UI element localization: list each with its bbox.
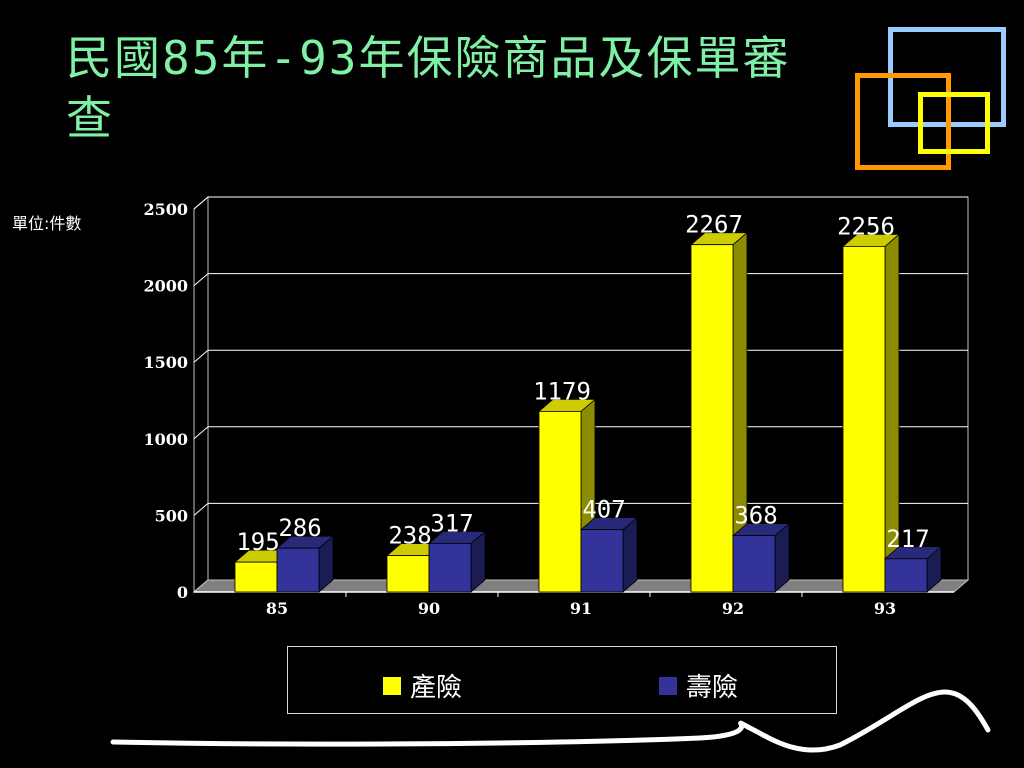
chart-side-wall	[193, 195, 209, 594]
slide-title: 民國85年-93年保險商品及保單審查	[66, 31, 791, 145]
gridline-depth	[193, 426, 209, 440]
x-tick-label: 93	[874, 599, 896, 618]
bar	[690, 244, 734, 593]
data-label: 195	[236, 528, 279, 556]
unit-label: 單位:件數	[12, 214, 82, 233]
bar	[386, 555, 430, 593]
legend-swatch-property	[382, 675, 402, 696]
y-tick-label: 1000	[143, 430, 188, 449]
data-label: 1179	[533, 377, 591, 405]
bar	[580, 529, 624, 593]
bar	[884, 558, 928, 593]
gridline-depth	[193, 273, 209, 286]
gridline-depth	[193, 349, 209, 363]
bar	[276, 547, 320, 593]
legend-label-property: 產險	[410, 673, 463, 703]
bar	[732, 535, 776, 593]
bar	[234, 561, 278, 593]
legend-label-life: 壽險	[686, 673, 739, 703]
y-tick-label: 2500	[143, 200, 188, 219]
gridline-depth	[193, 503, 209, 516]
legend-swatch-life	[658, 675, 678, 696]
chart-bars	[233, 231, 943, 593]
decorative-orange-square	[855, 73, 951, 170]
x-tick-label: 92	[722, 599, 744, 618]
y-tick-label: 1500	[143, 353, 188, 372]
x-tick-label: 85	[266, 599, 288, 618]
data-label: 238	[388, 522, 431, 550]
chart-legend: 產險 壽險	[287, 646, 837, 714]
y-tick-label: 500	[155, 506, 188, 525]
data-label: 407	[582, 496, 625, 524]
legend-item-life: 壽險	[658, 667, 738, 704]
data-label: 2256	[837, 212, 895, 240]
data-label: 2267	[685, 211, 743, 239]
x-tick-label: 91	[570, 599, 592, 618]
gridline-depth	[193, 196, 209, 210]
legend-item-property: 產險	[382, 667, 462, 704]
decorative-yellow-square	[918, 92, 990, 154]
bar	[538, 410, 582, 593]
data-label: 317	[430, 509, 473, 537]
bar-side	[622, 516, 638, 593]
y-tick-label: 0	[177, 583, 188, 602]
bar	[428, 543, 472, 593]
data-label: 286	[278, 514, 321, 542]
bar	[842, 245, 886, 593]
y-tick-label: 2000	[143, 277, 188, 296]
x-tick-label: 90	[418, 599, 440, 618]
data-label: 217	[886, 525, 929, 553]
data-label: 368	[734, 502, 777, 530]
